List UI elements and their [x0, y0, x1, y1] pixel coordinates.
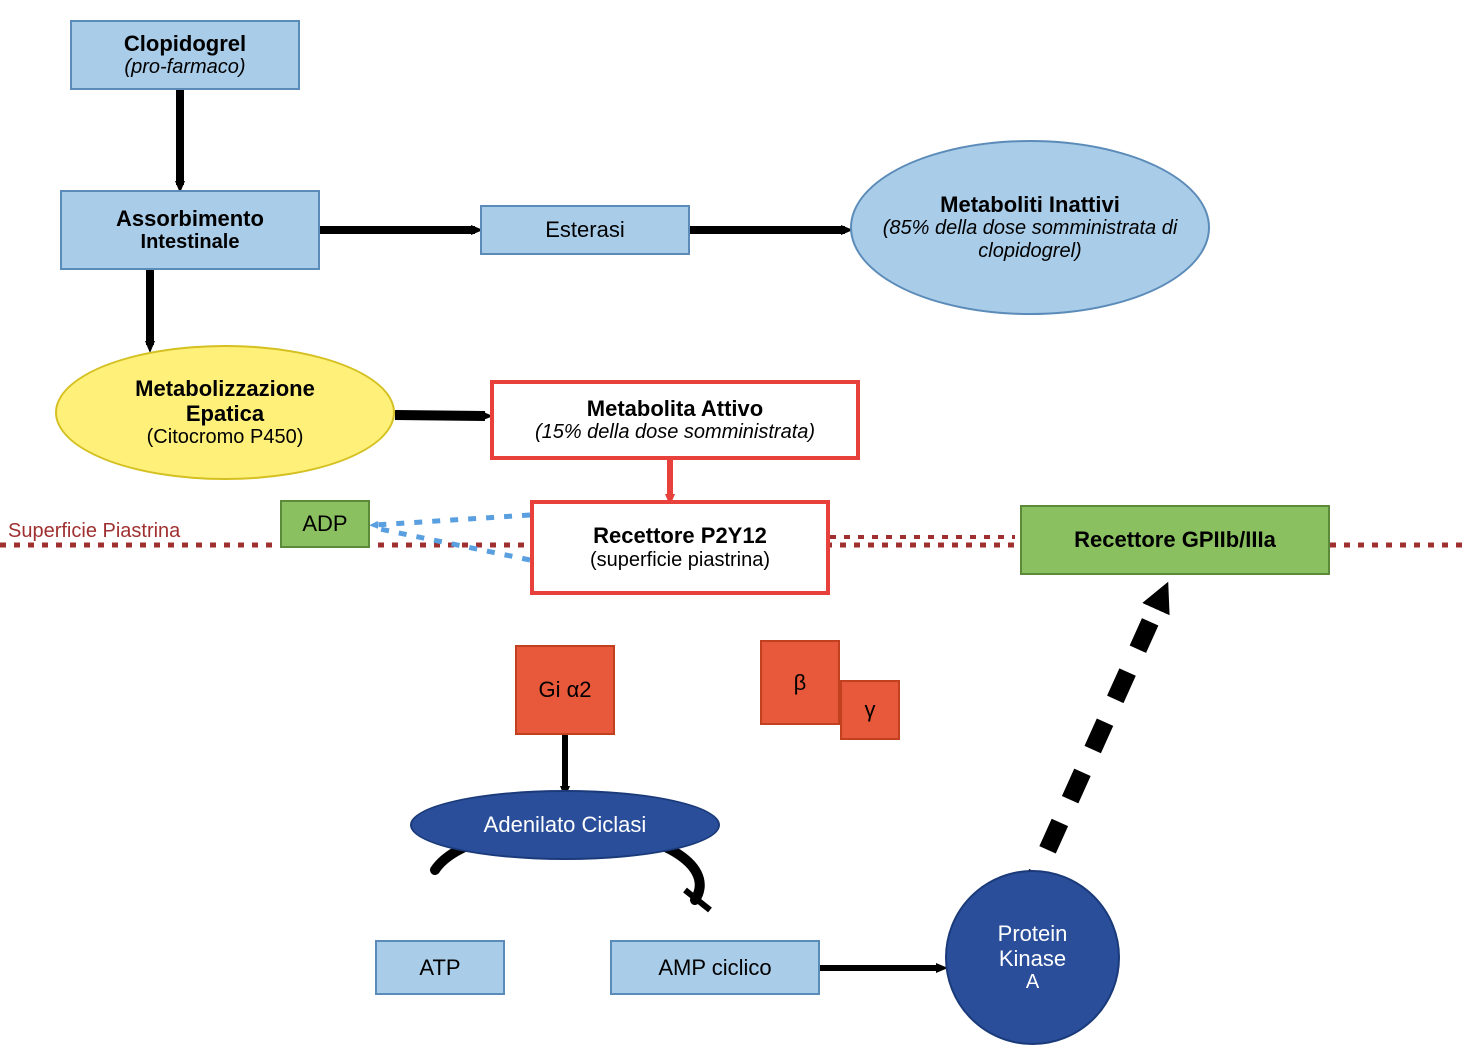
node-gamma: γ [840, 680, 900, 740]
node-title: ADP [302, 511, 347, 536]
node-metabInattivi: Metaboliti Inattivi(85% della dose sommi… [850, 140, 1210, 315]
node-title: Metabolita Attivo [587, 396, 763, 421]
node-recettoreGPIIb: Recettore GPIIb/IIIa [1020, 505, 1330, 575]
node-title: Gi α2 [538, 677, 591, 702]
node-subtitle: Epatica [186, 401, 264, 426]
node-title: γ [865, 697, 876, 722]
arrow-a5 [395, 415, 485, 416]
node-metabAttivo: Metabolita Attivo(15% della dose sommini… [490, 380, 860, 460]
node-title: AMP ciclico [658, 955, 771, 980]
node-title: Recettore P2Y12 [593, 523, 767, 548]
inhibition-bar [685, 890, 710, 910]
node-proteinKinaseA: ProteinKinaseA [945, 870, 1120, 1045]
surface-label: Superficie Piastrina [8, 520, 180, 543]
node-title: Esterasi [545, 217, 624, 242]
node-clopidogrel: Clopidogrel(pro-farmaco) [70, 20, 300, 90]
node-subtitle: A [1026, 971, 1039, 994]
node-title: Metabolizzazione [135, 376, 315, 401]
node-adp: ADP [280, 500, 370, 548]
surface-label-text: Superficie Piastrina [8, 520, 180, 543]
node-title: Recettore GPIIb/IIIa [1074, 527, 1276, 552]
node-subtitle: Intestinale [141, 231, 240, 254]
node-adenilato: Adenilato Ciclasi [410, 790, 720, 860]
node-title: Adenilato Ciclasi [484, 812, 647, 837]
node-title: Protein [998, 921, 1068, 946]
node-beta: β [760, 640, 840, 725]
node-esterasi: Esterasi [480, 205, 690, 255]
dashed-blue-d1 [375, 515, 530, 525]
node-recettoreP2Y12: Recettore P2Y12(superficie piastrina) [530, 500, 830, 595]
dashed-blue-d2 [375, 528, 530, 560]
pka-to-gpiib-arrow [1025, 600, 1160, 900]
node-subtitle: (pro-farmaco) [124, 56, 245, 79]
node-subtitle: (85% della dose somministrata di clopido… [862, 217, 1198, 263]
node-title: β [794, 670, 807, 695]
node-title: Assorbimento [116, 206, 264, 231]
node-metabEpatica: MetabolizzazioneEpatica(Citocromo P450) [55, 345, 395, 480]
node-subtitle: (Citocromo P450) [147, 426, 304, 449]
node-assorb: AssorbimentoIntestinale [60, 190, 320, 270]
node-ampCiclico: AMP ciclico [610, 940, 820, 995]
node-title: Clopidogrel [124, 31, 246, 56]
node-subtitle: (15% della dose somministrata) [535, 421, 815, 444]
node-subtitle: Kinase [999, 946, 1066, 971]
node-atp: ATP [375, 940, 505, 995]
node-subtitle: (superficie piastrina) [590, 549, 770, 572]
node-title: ATP [419, 955, 460, 980]
node-gia2: Gi α2 [515, 645, 615, 735]
node-title: Metaboliti Inattivi [940, 192, 1120, 217]
